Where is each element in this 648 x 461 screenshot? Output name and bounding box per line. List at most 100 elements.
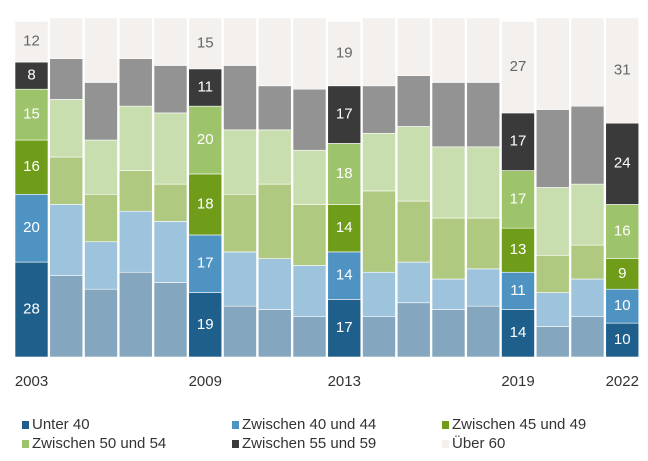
bar-segment (327, 21, 362, 87)
x-tick-label: 2019 (501, 373, 534, 390)
bar-segment (49, 204, 84, 276)
bar-segment (396, 17, 431, 76)
bar-segment (257, 309, 292, 358)
bar-segment (431, 217, 466, 280)
bar-segment (118, 58, 153, 107)
bar-segment (501, 271, 535, 310)
bar-segment (327, 85, 362, 144)
value-label: 14 (336, 267, 353, 284)
bar-segment (535, 17, 570, 110)
bar-segment (292, 265, 327, 317)
bar-segment (431, 146, 466, 219)
bar-segment (396, 302, 431, 358)
value-label: 31 (614, 62, 631, 79)
value-label: 17 (510, 133, 527, 150)
bar-segment (466, 217, 501, 270)
bar-segment (49, 58, 84, 100)
bar-segment (84, 241, 118, 290)
bar-segment (431, 82, 466, 148)
bar-segment (327, 143, 362, 205)
value-label: 12 (23, 33, 40, 50)
value-label: 24 (614, 155, 631, 172)
bar-segment (223, 251, 257, 307)
value-label: 14 (510, 324, 527, 341)
bar-segment (431, 278, 466, 310)
legend-swatch (22, 440, 29, 448)
bar-segment (570, 316, 605, 358)
value-label: 11 (510, 282, 526, 299)
bar-segment (605, 204, 640, 259)
bar-segment (501, 227, 535, 273)
bar-segment (605, 17, 640, 124)
bar-segment (257, 183, 292, 259)
bar-segment (49, 156, 84, 205)
bar-segment (292, 149, 327, 205)
value-label: 10 (614, 297, 631, 314)
bar-segment (84, 139, 118, 195)
value-label: 20 (23, 219, 40, 236)
value-label: 18 (336, 165, 353, 182)
bar-segment (257, 258, 292, 310)
bar-segment (118, 271, 153, 358)
legend-label: Unter 40 (32, 416, 90, 433)
value-label: 15 (23, 106, 40, 123)
bar-segment (292, 316, 327, 358)
bar-segment (605, 322, 640, 358)
bar-segment (535, 109, 570, 188)
bar-segment (153, 282, 188, 358)
bar-segment (396, 75, 431, 127)
bar-segment (362, 132, 396, 192)
bar-segment (466, 82, 501, 148)
bar-segment (49, 275, 84, 358)
x-tick-label: 2022 (606, 373, 639, 390)
bar-segment (188, 173, 223, 236)
value-label: 19 (336, 45, 353, 62)
value-label: 16 (23, 158, 40, 175)
bar-segment (118, 170, 153, 212)
bar-segment (153, 17, 188, 66)
bar-segment (84, 193, 118, 243)
bar-segment (501, 21, 535, 114)
bar-segment (535, 326, 570, 358)
bar-segment (466, 146, 501, 219)
bar-segment (84, 17, 118, 83)
bar-segment (14, 61, 49, 90)
bar-segment (431, 17, 466, 83)
bar-segment (223, 17, 257, 66)
legend-label: Über 60 (452, 434, 505, 452)
bar-segment (49, 17, 84, 59)
bar-segment (188, 105, 223, 175)
bar-segment (84, 82, 118, 141)
value-label: 18 (197, 195, 214, 212)
bar-segment (188, 292, 223, 358)
value-label: 8 (27, 67, 35, 84)
bar-segment (362, 271, 396, 317)
bar-segment (257, 85, 292, 131)
bar-segment (188, 68, 223, 107)
bar-segment (14, 261, 49, 358)
value-label: 10 (614, 331, 631, 348)
legend-swatch (232, 440, 239, 448)
bar-segment (292, 17, 327, 90)
bar-segment (292, 204, 327, 266)
bar-segment (49, 99, 84, 158)
legend-label: Zwischen 55 und 59 (242, 435, 376, 452)
bar-segment (431, 309, 466, 358)
bar-segment (362, 17, 396, 87)
legend-label: Zwischen 45 und 49 (452, 416, 586, 433)
bar-segment (570, 105, 605, 185)
bar-segment (153, 112, 188, 185)
bar-segment (362, 190, 396, 273)
value-label: 17 (336, 106, 353, 123)
legend-label: Zwischen 50 und 54 (32, 435, 166, 452)
bar-segment (118, 17, 153, 59)
bar-segment (396, 200, 431, 263)
x-tick-label: 2009 (189, 373, 222, 390)
bar-segment (223, 129, 257, 195)
bar-segment (84, 288, 118, 358)
value-label: 14 (336, 219, 353, 236)
bar-segment (396, 261, 431, 304)
value-label: 27 (510, 58, 527, 75)
bar-segment (570, 278, 605, 317)
